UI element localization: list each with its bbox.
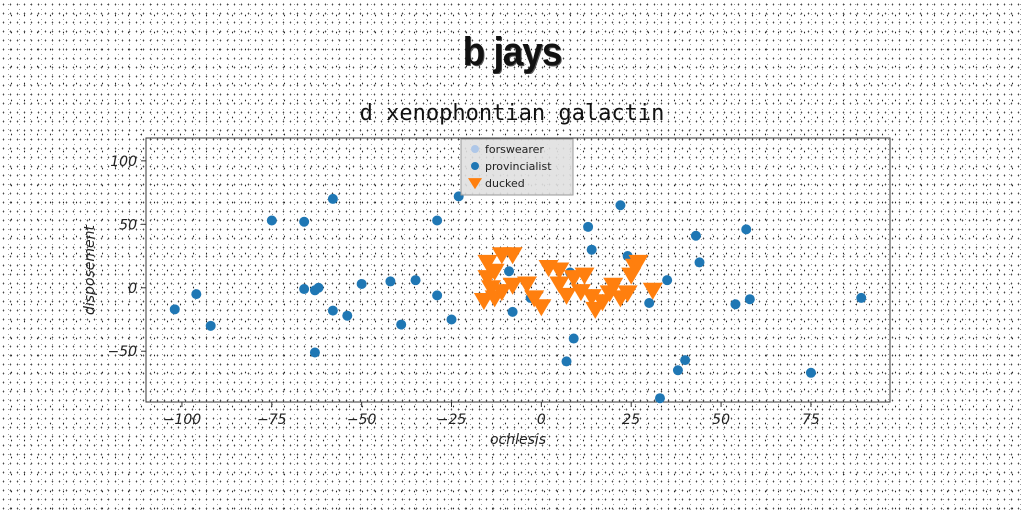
x-tick-label: 75 <box>802 412 820 428</box>
data-point-ducked <box>524 290 545 308</box>
x-tick-label: 50 <box>712 412 730 428</box>
legend-label: provincialist <box>485 160 552 173</box>
data-point-ducked <box>491 284 512 302</box>
data-point-provincialist <box>586 244 597 255</box>
data-point-ducked <box>549 262 570 280</box>
data-point-provincialist <box>507 306 518 317</box>
data-point-provincialist <box>299 216 310 227</box>
data-point-ducked <box>617 285 638 303</box>
data-point-provincialist <box>644 298 655 308</box>
data-point-ducked <box>570 284 591 302</box>
x-axis-label: ochlesis <box>490 432 546 448</box>
data-point-provincialist <box>583 221 594 232</box>
data-point-provincialist <box>266 215 277 226</box>
data-point-provincialist <box>561 356 572 367</box>
data-points <box>169 191 867 404</box>
data-point-provincialist <box>680 355 691 366</box>
data-point-provincialist <box>432 215 443 226</box>
data-point-provincialist <box>327 305 338 316</box>
data-point-provincialist <box>309 347 320 358</box>
data-point-provincialist <box>662 275 673 286</box>
data-point-ducked <box>502 247 523 265</box>
figure-title: b jays <box>462 30 563 74</box>
axis-ticks: −100 −75 −50 −25 0 25 50 75 −50 0 50 100 <box>107 154 819 428</box>
data-point-provincialist <box>690 230 701 241</box>
data-point-ducked <box>556 287 577 305</box>
data-point-ducked <box>473 292 494 310</box>
legend-box <box>460 138 574 196</box>
data-point-provincialist <box>299 284 310 295</box>
data-point-ducked <box>642 282 663 300</box>
x-tick-label: 0 <box>537 412 546 428</box>
y-tick-label: −50 <box>107 344 137 360</box>
data-point-provincialist <box>432 290 443 301</box>
data-point-ducked <box>531 299 552 317</box>
y-axis-label: disposement <box>82 224 98 315</box>
plot-area <box>145 137 891 403</box>
data-point-provincialist <box>169 304 180 315</box>
data-point-provincialist <box>410 275 421 286</box>
data-point-provincialist <box>568 333 579 344</box>
x-tick-label: 25 <box>622 412 640 428</box>
legend-marker-forswearer <box>471 145 479 153</box>
x-tick-label: −100 <box>163 412 202 428</box>
chart-title: d xenophontian galactin <box>360 101 665 126</box>
legend-marker-ducked <box>468 178 482 190</box>
data-point-provincialist <box>191 289 202 300</box>
data-point-provincialist <box>342 310 353 321</box>
x-tick-label: −75 <box>257 412 287 428</box>
data-point-ducked <box>628 254 649 272</box>
data-point-provincialist <box>744 294 755 305</box>
data-point-provincialist <box>504 266 515 277</box>
plot-border <box>145 137 891 403</box>
data-point-ducked <box>603 277 624 295</box>
data-point-provincialist <box>856 292 867 303</box>
data-point-provincialist <box>622 251 633 262</box>
data-point-ducked <box>574 267 595 285</box>
legend-label: forswearer <box>485 143 544 156</box>
data-point-ducked <box>477 254 498 272</box>
y-tick-label: 0 <box>128 281 137 297</box>
legend-marker-provincialist <box>471 162 479 170</box>
data-point-provincialist <box>385 276 396 287</box>
legend-label: ducked <box>485 177 525 190</box>
data-point-provincialist <box>615 200 626 211</box>
data-point-provincialist <box>672 365 683 376</box>
y-tick-label: 50 <box>119 217 137 233</box>
x-tick-label: −25 <box>437 412 467 428</box>
data-point-provincialist <box>741 224 752 235</box>
data-point-provincialist <box>356 278 367 289</box>
data-point-provincialist <box>327 193 338 204</box>
data-point-provincialist <box>313 282 324 293</box>
x-tick-label: −50 <box>347 412 377 428</box>
data-point-ducked <box>516 276 537 294</box>
data-point-provincialist <box>730 299 741 310</box>
data-point-provincialist <box>694 257 705 268</box>
data-point-provincialist <box>396 319 407 330</box>
data-point-ducked <box>581 289 602 307</box>
data-point-provincialist <box>654 393 665 404</box>
y-tick-label: 100 <box>110 154 137 170</box>
data-point-provincialist <box>446 314 457 325</box>
data-point-ducked <box>502 277 523 295</box>
data-point-ducked <box>477 270 498 288</box>
data-point-ducked <box>549 276 570 294</box>
data-point-provincialist <box>805 367 816 378</box>
data-point-provincialist <box>205 320 216 331</box>
legend: forswearer provincialist ducked <box>460 138 574 196</box>
